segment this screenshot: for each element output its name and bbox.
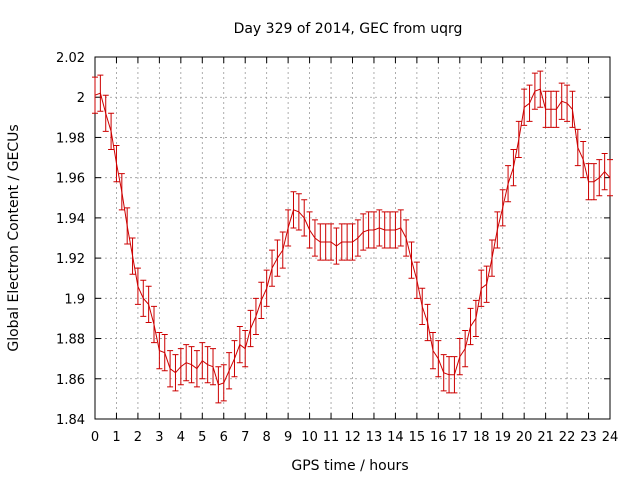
x-tick-label: 11 <box>323 430 340 445</box>
x-tick-label: 18 <box>473 430 490 445</box>
y-tick-label: 1.92 <box>56 252 85 267</box>
x-tick-label: 2 <box>134 430 142 445</box>
x-tick-label: 1 <box>112 430 120 445</box>
x-tick-label: 6 <box>220 430 228 445</box>
y-tick-label: 1.96 <box>56 172 85 187</box>
y-tick-label: 1.94 <box>56 212 85 227</box>
x-tick-label: 7 <box>241 430 249 445</box>
x-tick-label: 13 <box>366 430 383 445</box>
y-tick-label: 1.98 <box>56 131 85 146</box>
x-tick-label: 0 <box>91 430 99 445</box>
x-tick-label: 12 <box>344 430 361 445</box>
gec-line <box>94 88 611 386</box>
x-tick-label: 15 <box>409 430 426 445</box>
x-tick-label: 4 <box>177 430 185 445</box>
y-axis-label: Global Electron Content / GECUs <box>6 124 22 351</box>
x-tick-label: 24 <box>602 430 619 445</box>
data-series <box>92 70 613 404</box>
y-tick-labels: 1.84 1.86 1.88 1.9 1.92 1.94 1.96 1.98 2 2.02 <box>56 51 85 428</box>
x-tick-label: 23 <box>580 430 597 445</box>
y-tick-label: 2 <box>77 91 85 106</box>
x-tick-label: 19 <box>494 430 511 445</box>
x-axis-label: GPS time / hours <box>291 458 408 474</box>
x-tick-label: 5 <box>198 430 206 445</box>
y-tick-label: 1.9 <box>64 292 85 307</box>
x-tick-label: 9 <box>284 430 292 445</box>
axis-ticks <box>94 56 611 420</box>
x-tick-labels: 0 1 2 3 4 5 6 7 8 9 10 11 12 13 14 15 16 17 18 19 20 21 22 23 24 <box>91 430 618 445</box>
x-tick-label: 3 <box>155 430 163 445</box>
y-tick-label: 1.88 <box>56 333 85 348</box>
x-tick-label: 22 <box>559 430 576 445</box>
error-bar <box>92 76 98 114</box>
x-tick-label: 20 <box>516 430 533 445</box>
x-tick-label: 14 <box>387 430 404 445</box>
chart-title: Day 329 of 2014, GEC from uqrg <box>234 21 463 37</box>
x-tick-label: 17 <box>452 430 469 445</box>
x-tick-label: 16 <box>430 430 447 445</box>
x-tick-label: 10 <box>301 430 318 445</box>
y-tick-label: 1.86 <box>56 373 85 388</box>
y-tick-label: 1.84 <box>56 413 85 428</box>
y-tick-label: 2.02 <box>56 51 85 66</box>
x-tick-label: 21 <box>537 430 554 445</box>
x-tick-label: 8 <box>263 430 271 445</box>
